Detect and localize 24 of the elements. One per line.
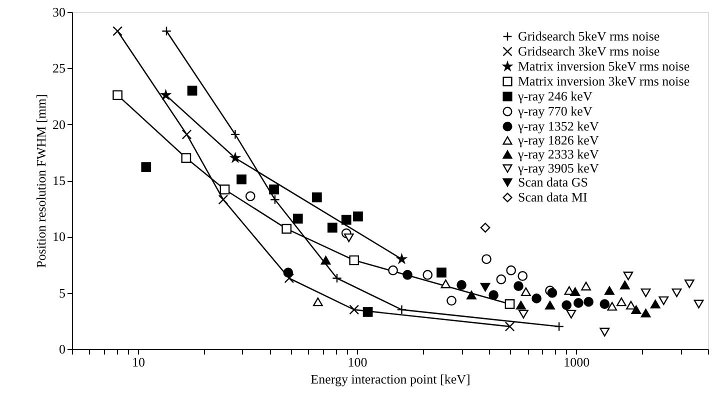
x-tick-label: 1000: [564, 354, 590, 370]
x-tick-label: 100: [348, 354, 368, 370]
legend-label: Gridsearch 5keV rms noise: [518, 28, 660, 44]
x-axis-title: Energy interaction point [keV]: [310, 372, 470, 386]
y-tick-label: 10: [52, 229, 66, 244]
y-axis-title: Position resolution FWHM [mm]: [34, 94, 48, 268]
legend-label: Scan data GS: [518, 174, 588, 190]
y-tick-label: 30: [52, 4, 66, 20]
legend-label: Scan data MI: [518, 190, 588, 204]
legend-label: Gridsearch 3keV rms noise: [518, 44, 660, 58]
legend-label: γ-ray 770 keV: [517, 104, 593, 118]
legend-label: γ-ray 2333 keV: [517, 146, 600, 162]
x-tick-label: 10: [132, 354, 145, 370]
y-tick-label: 5: [59, 285, 66, 300]
legend-label: γ-ray 246 keV: [517, 88, 593, 104]
y-tick-label: 25: [52, 60, 66, 76]
legend-label: Matrix inversion 3keV rms noise: [518, 74, 690, 88]
y-tick-label: 15: [52, 173, 66, 188]
legend-label: γ-ray 1352 keV: [517, 118, 600, 134]
legend-label: γ-ray 1826 keV: [517, 132, 600, 148]
y-tick-label: 20: [52, 116, 66, 132]
y-tick-label: 0: [59, 342, 66, 356]
legend-label: Matrix inversion 5keV rms noise: [518, 58, 690, 74]
legend-label: γ-ray 3905 keV: [517, 160, 600, 176]
